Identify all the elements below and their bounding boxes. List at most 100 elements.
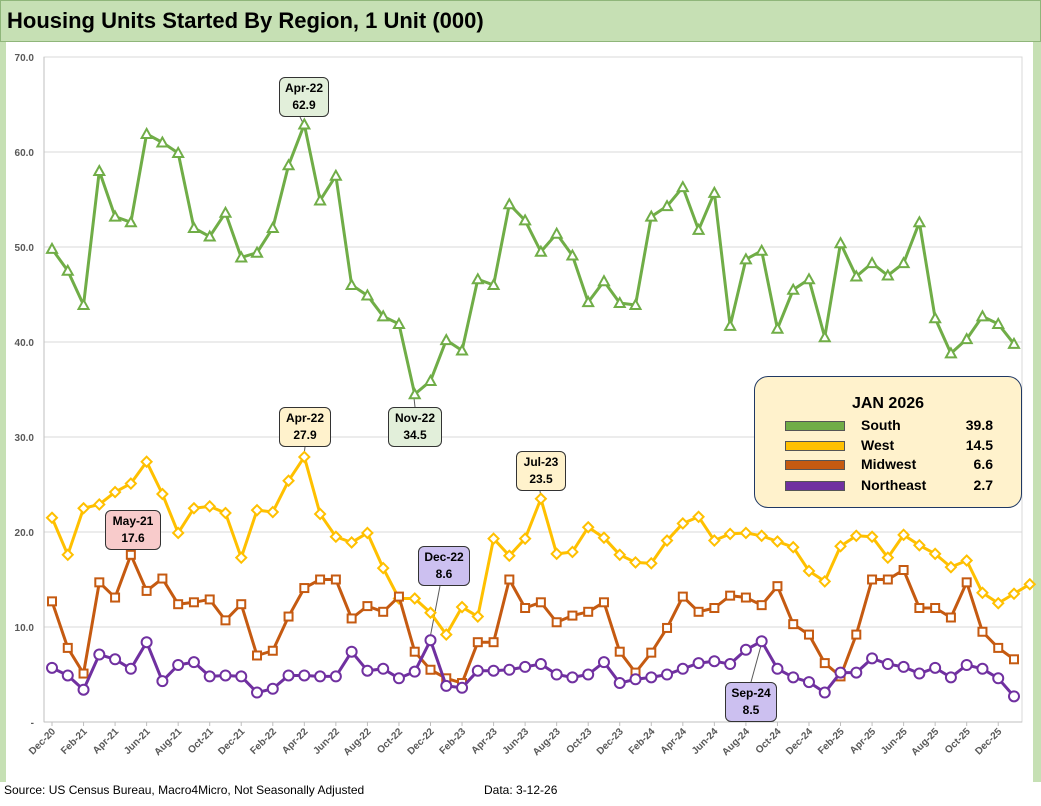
point-south <box>92 163 107 176</box>
point-midwest <box>488 637 499 648</box>
point-northeast <box>251 686 264 699</box>
point-midwest <box>47 596 57 607</box>
point-midwest <box>930 603 941 613</box>
point-northeast <box>739 643 752 656</box>
y-tick-label: 20.0 <box>15 528 35 539</box>
point-south <box>549 226 564 239</box>
point-west <box>597 531 611 545</box>
point-south <box>739 252 753 265</box>
point-south <box>408 387 422 400</box>
point-west <box>408 592 422 605</box>
x-tick-label: Oct-23 <box>565 726 595 756</box>
point-northeast <box>140 636 153 649</box>
callout-label: Apr-22 <box>284 81 323 95</box>
callout-value: 23.5 <box>529 472 553 486</box>
x-tick-label: Aug-24 <box>720 726 752 758</box>
point-west <box>250 503 264 517</box>
point-northeast <box>755 635 768 648</box>
point-south <box>928 311 942 324</box>
point-west <box>45 511 59 525</box>
callout-value: 34.5 <box>403 428 427 442</box>
point-south <box>139 126 154 139</box>
point-west <box>471 610 485 623</box>
point-south <box>155 135 170 148</box>
point-northeast <box>534 658 547 671</box>
point-west <box>1007 587 1021 601</box>
point-west <box>313 507 327 521</box>
point-northeast <box>866 652 879 665</box>
point-south <box>124 215 138 228</box>
point-northeast <box>771 662 784 675</box>
point-south <box>691 222 706 235</box>
point-south <box>597 274 611 287</box>
point-midwest <box>898 565 909 575</box>
point-south <box>297 117 312 130</box>
point-west <box>818 574 832 588</box>
point-northeast <box>46 661 58 674</box>
point-northeast <box>314 670 327 683</box>
point-northeast <box>124 662 137 675</box>
point-northeast <box>708 655 721 668</box>
point-midwest <box>535 597 546 608</box>
point-west <box>755 529 769 543</box>
point-midwest <box>819 658 830 669</box>
x-tick-label: Oct-24 <box>754 726 784 756</box>
point-south <box>581 295 595 308</box>
point-northeast <box>566 671 579 684</box>
point-midwest <box>141 585 152 596</box>
point-northeast <box>850 666 863 679</box>
point-northeast <box>93 648 106 661</box>
point-west <box>802 564 816 578</box>
x-tick-label: Apr-24 <box>659 726 689 756</box>
point-west <box>1023 577 1037 591</box>
point-midwest <box>330 574 341 585</box>
point-midwest <box>598 597 609 608</box>
x-tick-label: Feb-23 <box>438 726 469 757</box>
point-midwest <box>961 577 972 588</box>
point-west <box>865 530 879 544</box>
point-west <box>928 547 942 561</box>
point-northeast <box>582 668 595 681</box>
point-northeast <box>992 672 1005 685</box>
legend-swatch-midwest <box>785 460 845 470</box>
point-midwest <box>662 622 673 633</box>
point-northeast <box>881 658 894 671</box>
point-south <box>502 197 517 210</box>
point-northeast <box>266 682 279 695</box>
point-south <box>912 215 927 228</box>
point-northeast <box>818 686 831 699</box>
point-northeast <box>913 667 926 680</box>
x-tick-label: Feb-25 <box>816 726 847 757</box>
point-midwest <box>725 590 736 601</box>
legend-label-northeast: Northeast <box>861 477 927 493</box>
point-midwest <box>551 617 562 628</box>
callout-south-apr22: Apr-22 62.9 <box>279 77 329 117</box>
point-midwest <box>94 577 105 588</box>
callout-label: Sep-24 <box>731 686 771 700</box>
x-tick-label: Jun-23 <box>501 726 532 757</box>
point-west <box>739 526 753 540</box>
point-west <box>566 545 579 559</box>
point-northeast <box>519 660 532 673</box>
point-south <box>1007 336 1021 349</box>
legend-swatch-west <box>785 441 845 451</box>
point-south <box>329 168 343 181</box>
point-south <box>613 295 627 309</box>
point-northeast <box>329 670 342 683</box>
point-northeast <box>787 671 800 684</box>
callout-label: Nov-22 <box>394 411 435 425</box>
legend-value-midwest: 6.6 <box>973 456 993 472</box>
point-west <box>487 532 500 546</box>
point-south <box>676 180 690 193</box>
point-midwest <box>977 626 988 637</box>
point-west <box>976 586 989 600</box>
point-northeast <box>471 664 484 677</box>
point-south <box>392 316 406 329</box>
point-south <box>518 213 532 226</box>
x-tick-label: Dec-20 <box>27 726 58 757</box>
point-south <box>660 199 674 212</box>
point-northeast <box>676 662 689 675</box>
point-midwest <box>125 549 136 560</box>
point-west <box>613 548 627 562</box>
